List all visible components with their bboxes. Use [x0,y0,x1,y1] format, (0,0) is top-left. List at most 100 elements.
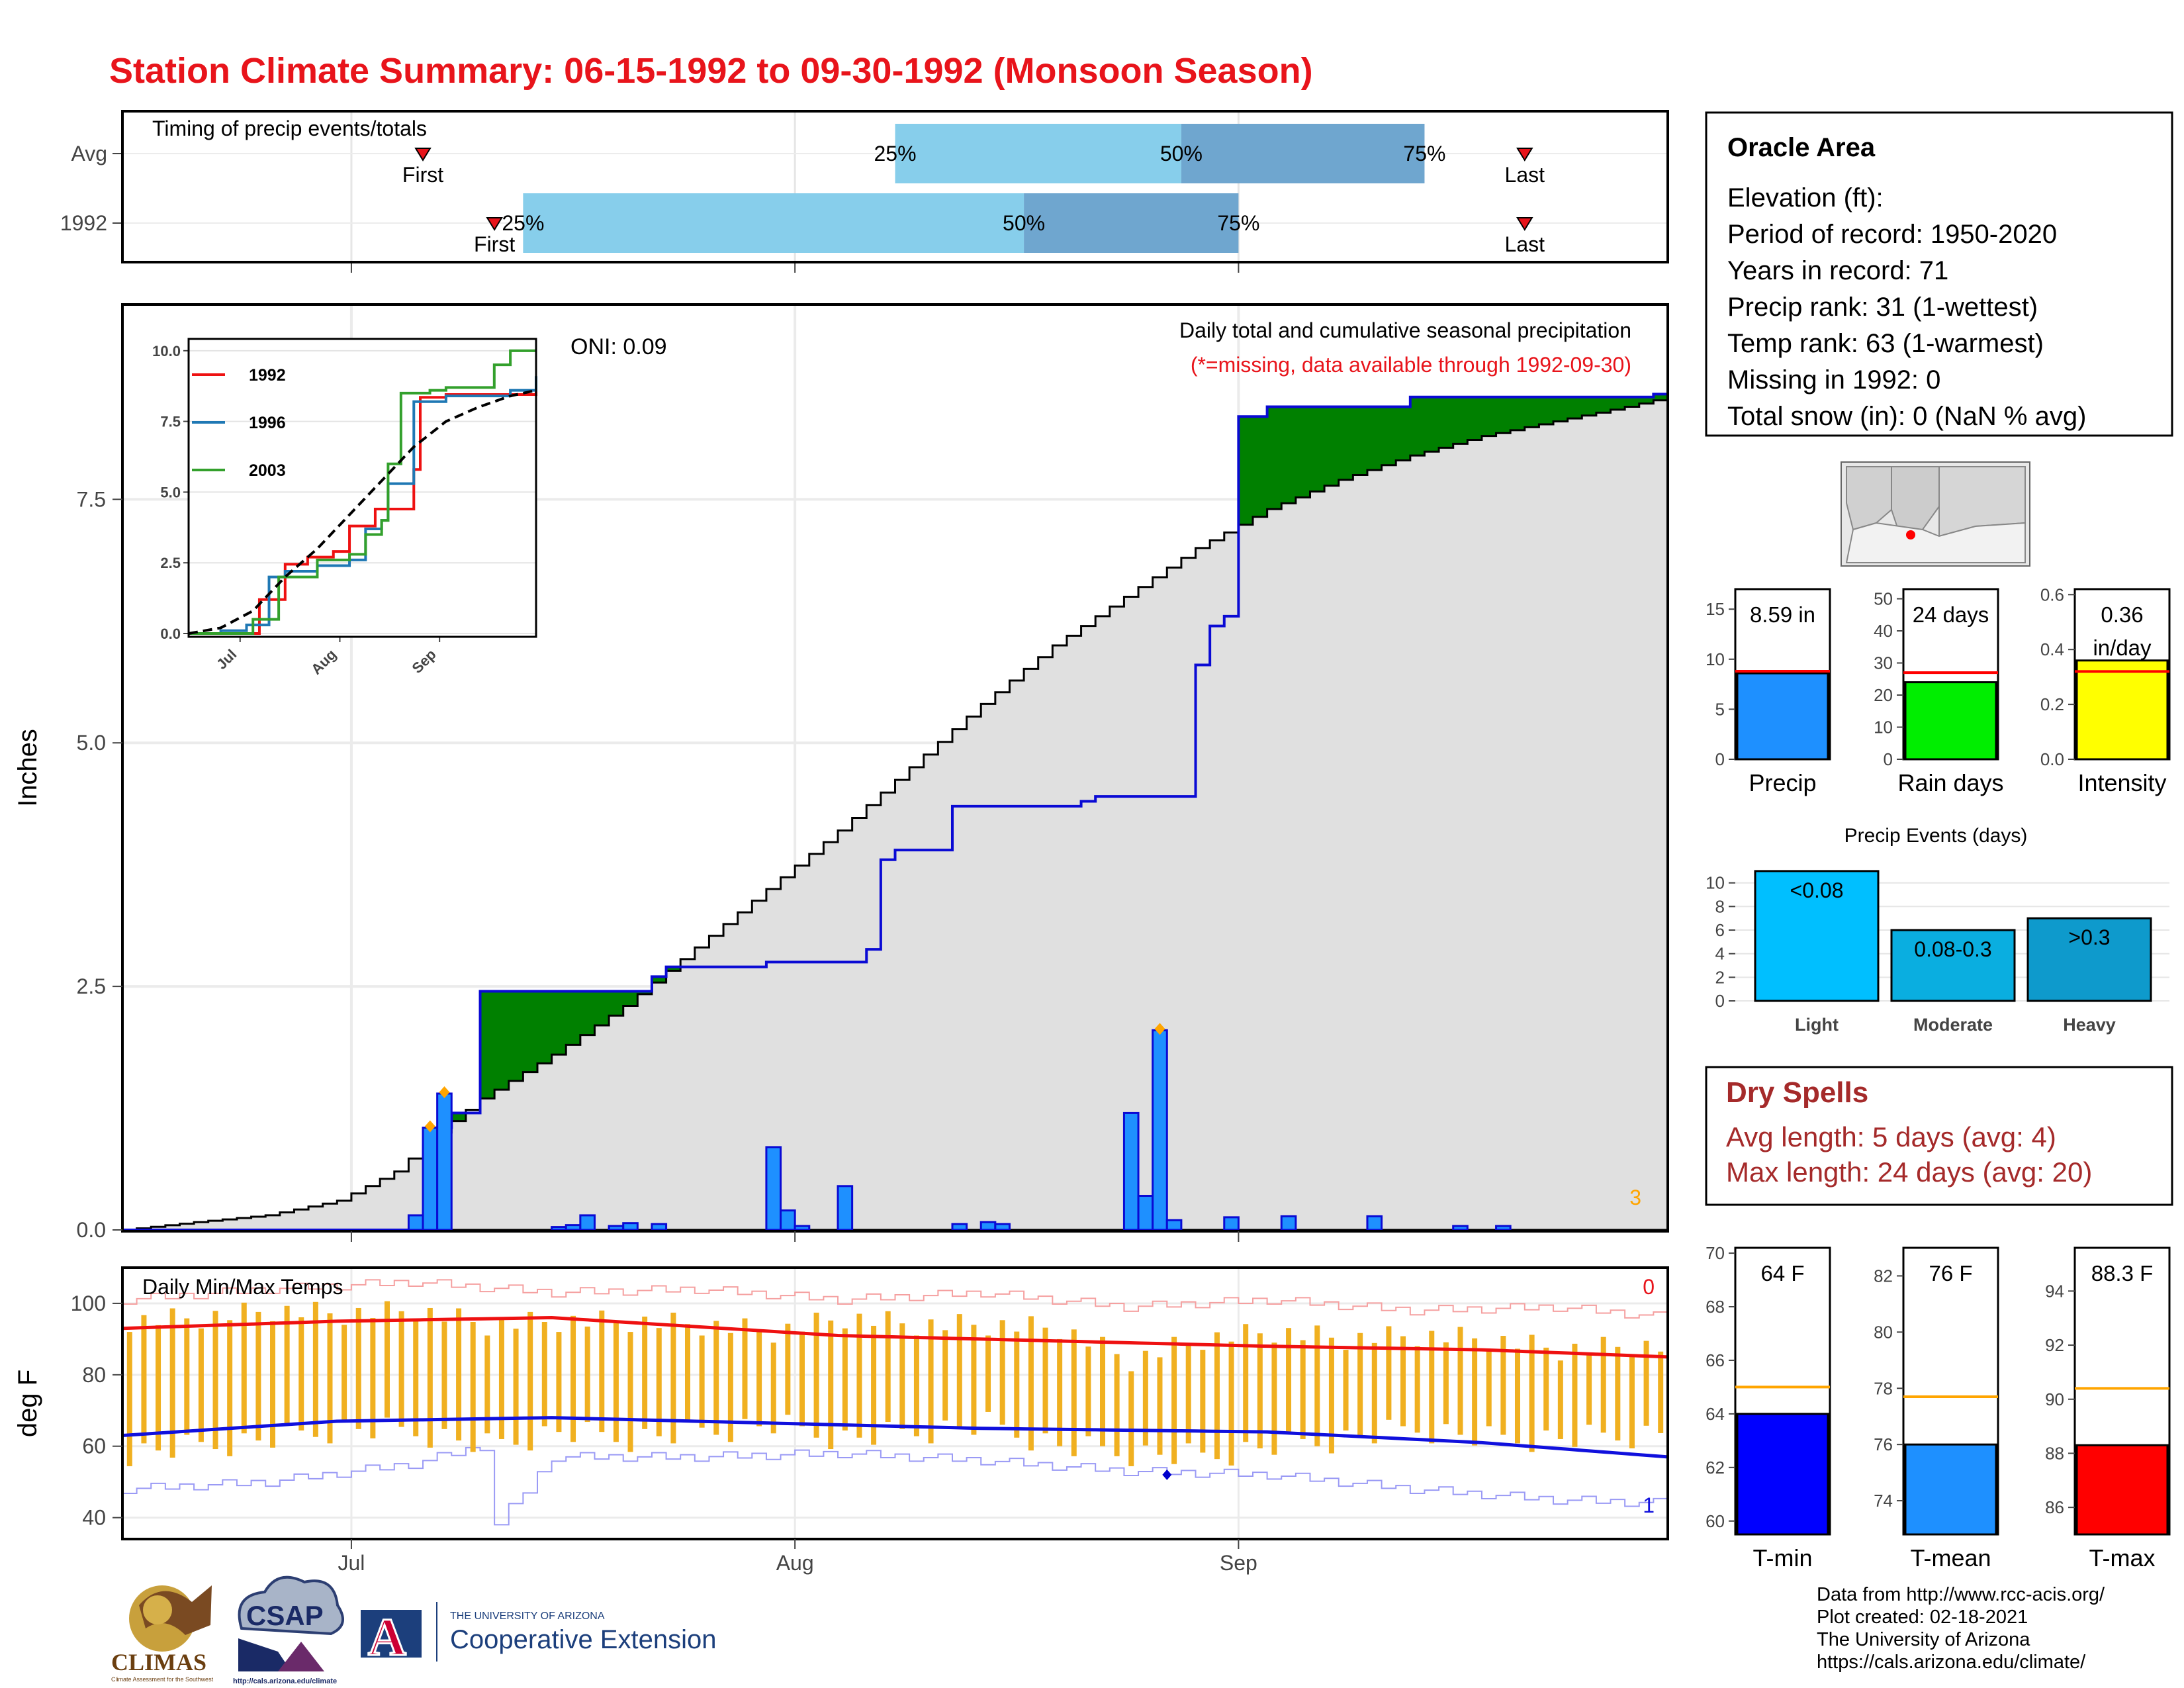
daily-temp-range-bar [1529,1335,1535,1452]
daily-temp-range-bar [556,1332,562,1432]
inset-series-line [189,349,536,635]
daily-temp-range-bar [570,1315,576,1442]
surplus-area-slice [1281,406,1297,504]
csap-logo: CSAP http://cals.arizona.edu/climate [233,1575,344,1685]
temperature-bar-charts: 60 62 64 66 68 70 64 F T-min 74 76 78 80 82 76 F T-mea… [1706,1243,2171,1571]
temp-summary-bar-tick-label: 74 [1874,1491,1893,1511]
surplus-area-slice [594,991,610,1025]
daily-precip-bar [565,1224,582,1231]
climas-logo-subtext: Climate Assessment for the Southwest [111,1676,214,1683]
daily-temp-range-bar [1500,1336,1506,1435]
credit-line: Plot created: 02-18-2021 [1817,1607,2028,1628]
info-line: Years in record: 71 [1727,256,1948,285]
surplus-area-slice [623,991,638,1006]
daily-precip-bar [608,1225,625,1231]
ua-logo-line2: Cooperative Extension [450,1625,716,1654]
daily-temp-range-bar [1658,1351,1664,1433]
daily-temp-range-bar [1357,1333,1363,1437]
daily-temp-range-bar [370,1318,376,1438]
temp-month-label: Jul [338,1551,365,1575]
precip-events-bar [1890,929,2016,1002]
credit-line: Data from http://www.rcc-acis.org/ [1817,1584,2105,1605]
timing-panel: Timing of precip events/totals Avg 25% 50%… [60,110,1669,273]
timing-q25-label: 25% [502,211,544,235]
daily-temp-range-bar [212,1311,218,1450]
summary-bar-tick-label: 0.4 [2040,639,2064,659]
temp-summary-bar-tick-label: 64 [1706,1404,1725,1424]
summary-bar-category-label: Precip [1749,769,1816,796]
summary-bar-tick-label: 10 [1706,649,1725,669]
surplus-area-slice [651,976,667,983]
inset-y-tick-label: 2.5 [160,555,181,571]
temp-summary-bar-tick-label: 86 [2045,1497,2064,1517]
daily-precip-bar [994,1223,1011,1231]
surplus-area-slice [1367,406,1383,471]
precip-events-tick-label: 4 [1715,944,1725,964]
daily-temp-range-bar [1185,1343,1191,1444]
daily-precip-bar [1223,1216,1240,1231]
daily-precip-bar [1152,1029,1168,1231]
summary-bar-tick-label: 10 [1874,718,1893,737]
precip-events-tick-label: 2 [1715,967,1725,987]
temp-summary-bar-tick-label: 76 [1874,1434,1893,1454]
daily-temp-range-bar [241,1302,247,1434]
temp-summary-bar: 60 62 64 66 68 70 64 F T-min [1706,1243,1831,1571]
daily-temp-range-bar [126,1332,132,1466]
daily-temp-range-bar [1343,1350,1349,1430]
record-high-line [122,1279,1668,1320]
info-line: Missing in 1992: 0 [1727,365,1940,395]
daily-temp-range-bar [656,1328,662,1436]
daily-temp-range-bar [1128,1371,1134,1466]
precip-events-chart: Precip Events (days) 0 2 4 6 8 10 <0.08 Light 0.… [1706,825,2169,1035]
csap-logo-text: CSAP [246,1600,324,1631]
info-line: Elevation (ft): [1727,183,1884,212]
precip-y-label: Inches [13,729,42,807]
precip-y-tick-label: 0.0 [77,1218,106,1242]
daily-temp-range-bar [341,1325,347,1420]
summary-bar-value-bar [2075,659,2169,761]
daily-precip-bar [794,1225,811,1231]
surplus-area-slice [1310,406,1325,492]
surplus-area-slice [1324,406,1340,486]
temp-y-tick-label: 100 [71,1291,106,1315]
record-low-line [122,1446,1668,1526]
summary-bar-tick-label: 0.0 [2040,749,2064,769]
daily-temp-range-bar [427,1307,433,1448]
summary-bar-tick-label: 0 [1884,749,1893,769]
first-event-label: First [474,232,515,256]
temp-layers [122,1279,1668,1526]
daily-precip-bar [579,1214,596,1231]
daily-temp-range-bar [1214,1332,1220,1460]
surplus-area-slice [1410,397,1425,456]
missing-count: 3 [1629,1186,1641,1209]
surplus-area-slice [609,991,624,1016]
temp-y-label: deg F [13,1370,42,1437]
summary-bar-tick-label: 50 [1874,589,1893,609]
daily-temp-range-bar [141,1315,147,1444]
temp-summary-bar-value-label: 88.3 F [2091,1261,2154,1286]
dry-spells-max: Max length: 24 days (avg: 20) [1726,1156,2092,1188]
daily-temp-range-bar [599,1310,605,1432]
summary-bar-value-label: 8.59 in [1750,602,1815,627]
surplus-area-slice [1396,406,1411,461]
daily-temp-range-bar [1300,1340,1306,1439]
daily-temp-range-bar [198,1328,204,1442]
daily-precip-bar [1122,1111,1140,1231]
surplus-area-slice [1424,397,1439,452]
summary-bar-tick-label: 15 [1706,599,1725,619]
temp-summary-bar-category-label: T-max [2089,1544,2155,1571]
timing-title: Timing of precip events/totals [152,117,427,140]
info-box: Oracle Area Elevation (ft): Period of re… [1705,111,2173,437]
precip-events-tick-label: 0 [1715,991,1725,1011]
daily-temp-range-bar [727,1333,733,1442]
dry-spells-avg: Avg length: 5 days (avg: 4) [1726,1121,2056,1152]
daily-temp-range-bar [255,1311,261,1441]
daily-temp-range-bar [785,1323,791,1415]
surplus-area-slice [1267,406,1282,510]
surplus-area-slice [1381,406,1396,465]
daily-temp-range-bar [527,1311,533,1451]
summary-bar: 0.0 0.2 0.4 0.6 0.36 in/day Intensity [2040,585,2171,796]
credit-line: https://cals.arizona.edu/climate/ [1817,1652,2086,1673]
record-high-count: 0 [1643,1275,1655,1299]
